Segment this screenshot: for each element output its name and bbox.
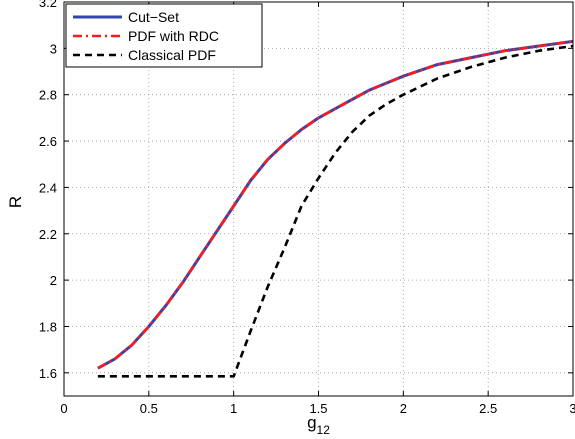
x-tick-label: 2.5 [479, 401, 497, 416]
y-tick-label: 2.2 [39, 227, 57, 242]
y-tick-label: 1.6 [39, 366, 57, 381]
x-tick-label: 3 [569, 401, 575, 416]
legend-entry: Classical PDF [128, 47, 216, 63]
y-axis-ticks: 1.6 1.8 2 2.2 2.4 2.6 2.8 3 3.2 [39, 0, 573, 381]
y-tick-label: 2.8 [39, 88, 57, 103]
y-tick-label: 3.2 [39, 0, 57, 10]
y-axis-label: R [6, 196, 25, 208]
series-line-1 [97, 39, 574, 370]
x-axis-label-subscript: 12 [317, 423, 331, 437]
x-tick-label: 0.5 [140, 401, 158, 416]
y-tick-label: 3 [50, 41, 57, 56]
y-tick-label: 2.6 [39, 134, 57, 149]
x-tick-label: 2 [400, 401, 407, 416]
x-tick-label: 0 [60, 401, 67, 416]
legend: Cut−Set PDF with RDC Classical PDF [65, 3, 263, 68]
x-axis-label-base: g [307, 413, 316, 432]
y-tick-label: 2.4 [39, 180, 57, 195]
x-tick-label: 1.5 [309, 401, 327, 416]
series-line-2 [97, 40, 574, 370]
y-tick-label: 1.8 [39, 319, 57, 334]
series-lines [97, 39, 574, 378]
x-axis-ticks: 0 0.5 1 1.5 2 2.5 3 [60, 2, 575, 416]
y-tick-label: 2 [50, 273, 57, 288]
x-tick-label: 1 [230, 401, 237, 416]
series-line-3 [97, 44, 574, 378]
legend-entry: Cut−Set [128, 9, 179, 25]
x-axis-label: g12 [307, 413, 330, 437]
legend-entry: PDF with RDC [128, 28, 219, 44]
